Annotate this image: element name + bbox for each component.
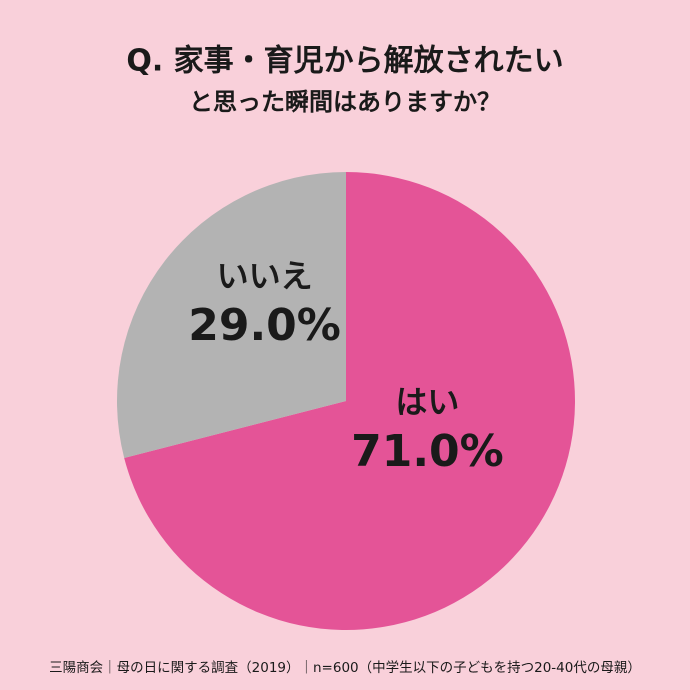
value-label: 29.0% bbox=[188, 300, 341, 351]
source: 三陽商会｜母の日に関する調査（2019）｜n=600（中学生以下の子どもを持つ2… bbox=[49, 660, 641, 676]
value-label: 71.0% bbox=[351, 426, 504, 477]
pie-slice bbox=[117, 172, 346, 458]
slice-label: はい bbox=[395, 383, 459, 421]
slice-label: いいえ bbox=[217, 257, 313, 295]
chart-title: Q. 家事・育児から解放されたい bbox=[126, 44, 563, 79]
chart-subtitle: と思った瞬間はありますか？ bbox=[189, 88, 501, 116]
pie-slice bbox=[124, 172, 576, 630]
